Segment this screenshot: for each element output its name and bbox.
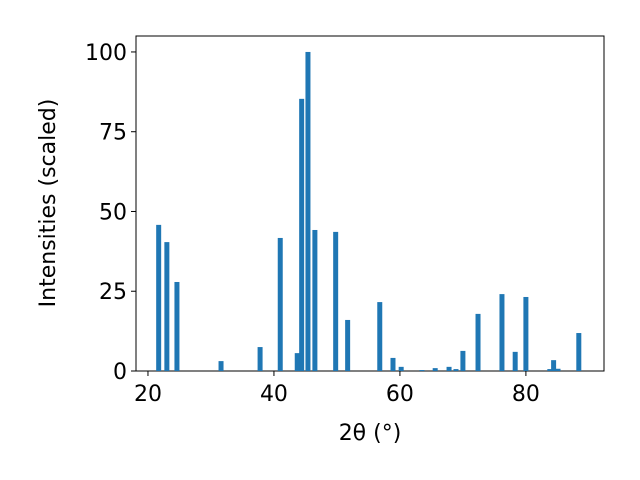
bar xyxy=(345,319,351,371)
bar xyxy=(390,357,396,371)
x-tick-label: 20 xyxy=(134,382,162,407)
plot-frame xyxy=(135,35,605,372)
y-tick-label: 0 xyxy=(113,360,127,385)
bar xyxy=(156,224,162,371)
bar xyxy=(294,353,300,371)
bar xyxy=(446,366,452,371)
bar xyxy=(547,369,553,371)
y-tick-label: 25 xyxy=(99,280,127,305)
bar xyxy=(432,368,438,371)
bar xyxy=(398,366,404,371)
bar xyxy=(377,302,383,371)
y-axis-label: Intensities (scaled) xyxy=(36,99,61,308)
x-tick-label: 80 xyxy=(512,382,540,407)
bar xyxy=(333,231,339,371)
bar xyxy=(299,98,305,371)
bar xyxy=(277,237,283,371)
y-tick-label: 50 xyxy=(99,200,127,225)
bar xyxy=(218,361,224,371)
x-tick-label: 60 xyxy=(386,382,414,407)
bar xyxy=(512,351,518,371)
bar xyxy=(453,369,459,371)
bar xyxy=(164,242,170,371)
bar xyxy=(555,368,561,371)
bar xyxy=(475,313,481,371)
bar xyxy=(305,51,311,371)
bar xyxy=(523,296,529,371)
y-tick-label: 75 xyxy=(99,121,127,146)
x-axis-label: 2θ (°) xyxy=(339,421,402,446)
bar xyxy=(312,229,318,371)
bar xyxy=(257,347,263,371)
bar xyxy=(551,360,557,371)
bar xyxy=(460,350,466,371)
bar xyxy=(499,294,505,371)
y-tick-label: 100 xyxy=(85,41,127,66)
bar xyxy=(419,370,425,371)
x-tick-label: 40 xyxy=(260,382,288,407)
bar xyxy=(576,333,582,371)
bar xyxy=(174,281,180,371)
